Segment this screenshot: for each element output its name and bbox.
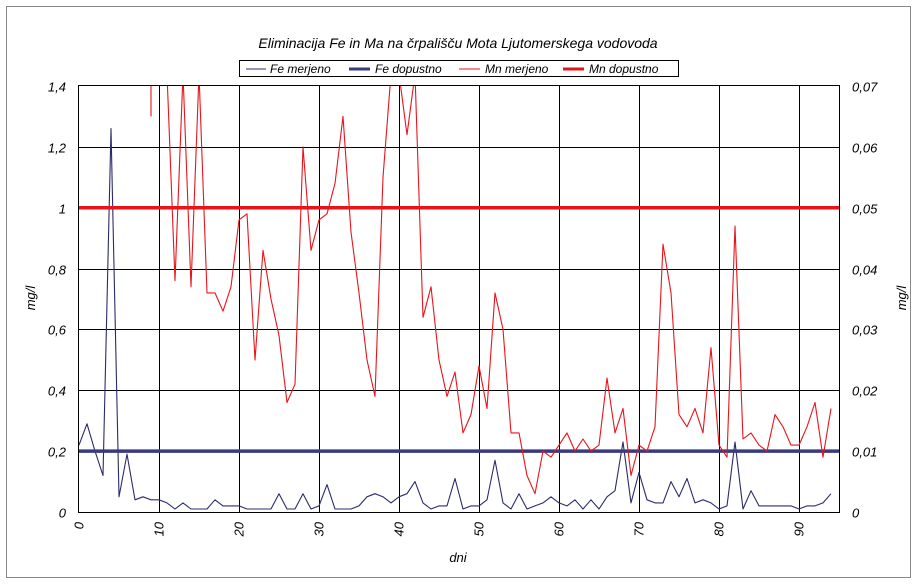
y-right-tick-label: 0 [852, 506, 860, 521]
x-tick-label: 0 [72, 521, 87, 529]
y-right-tick-label: 0,02 [852, 384, 878, 399]
legend-label-mn-merjeno: Mn merjeno [485, 62, 549, 76]
x-axis-title: dni [449, 550, 467, 565]
y-right-tick-label: 0,05 [852, 202, 878, 217]
x-tick-label: 80 [712, 521, 727, 536]
legend-label-fe-merjeno: Fe merjeno [270, 62, 331, 76]
y-left-tick-label: 0,8 [48, 263, 67, 278]
x-tick-label: 40 [392, 521, 407, 536]
y-right-tick-label: 0,01 [852, 445, 877, 460]
x-tick-label: 10 [152, 521, 167, 536]
y-right-tick-label: 0,07 [852, 80, 878, 95]
y-axis-title-left: mg/l [23, 285, 38, 311]
x-tick-label: 50 [472, 521, 487, 536]
series [79, 86, 839, 510]
y-left-tick-label: 1,2 [48, 141, 67, 156]
legend: Fe merjeno Fe dopustno Mn merjeno Mn dop… [239, 60, 679, 77]
legend-label-mn-dopustno: Mn dopustno [589, 62, 659, 76]
y-left-tick-label: 0,2 [48, 445, 67, 460]
y-right-tick-label: 0,06 [852, 141, 878, 156]
y-axis-title-right: mg/l [894, 285, 909, 311]
y-right-tick-label: 0,03 [852, 323, 878, 338]
series-line-mn-merjeno [150, 86, 832, 495]
plot-area [78, 85, 840, 513]
series-line-fe-merjeno [79, 128, 832, 510]
y-left-tick-label: 0,4 [48, 384, 66, 399]
x-tick-label: 20 [232, 521, 247, 537]
x-tick-label: 30 [312, 521, 327, 536]
y-left-tick-label: 0 [59, 506, 67, 521]
chart-title: Eliminacija Fe in Ma na črpališču Mota L… [258, 35, 657, 51]
x-tick-label: 70 [632, 521, 647, 536]
legend-label-fe-dopustno: Fe dopustno [375, 62, 442, 76]
y-left-tick-label: 0,6 [48, 323, 67, 338]
tick-labels: 0 0,2 0,4 0,6 0,8 1 1,2 1,4 0 0,01 0,02 0,03 0,04 0,0… [48, 80, 878, 538]
y-right-tick-label: 0,04 [852, 263, 877, 278]
x-tick-label: 60 [552, 521, 567, 536]
x-tick-label: 90 [792, 521, 807, 536]
y-left-tick-label: 1 [59, 202, 66, 217]
chart-border [6, 6, 911, 578]
y-left-tick-label: 1,4 [48, 80, 66, 95]
